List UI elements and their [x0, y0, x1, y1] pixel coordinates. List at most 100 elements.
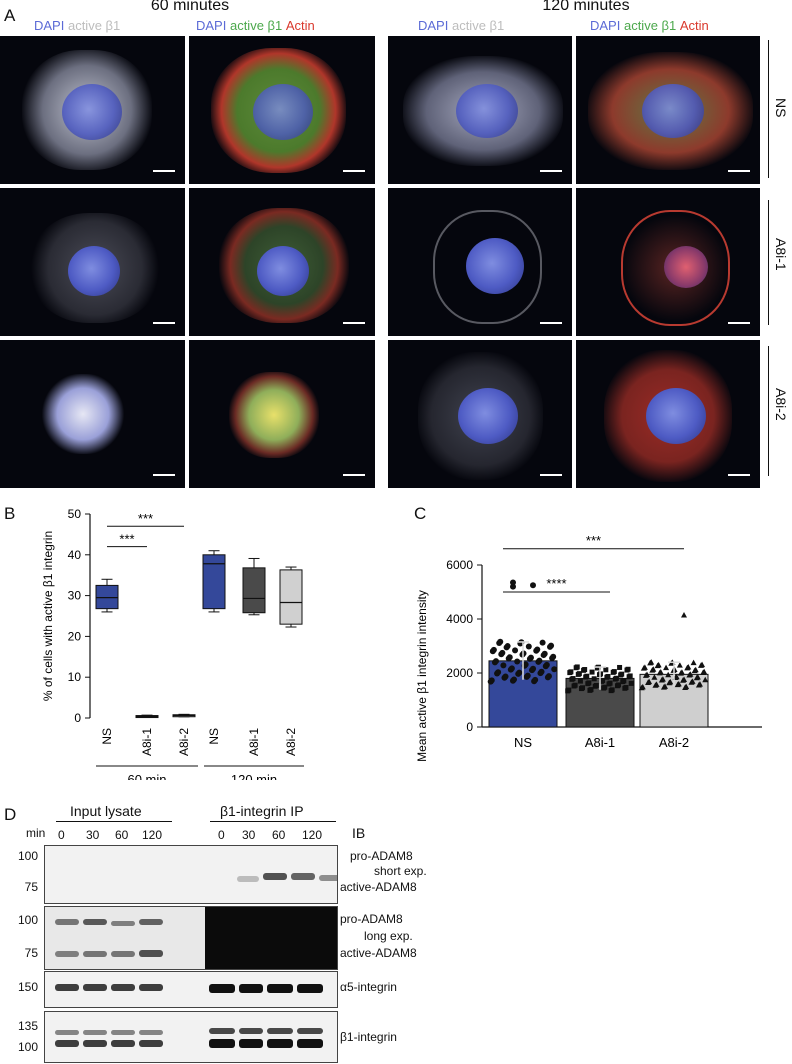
row-bracket-a8i1 — [768, 200, 769, 325]
data-point — [588, 687, 594, 693]
data-point — [621, 678, 627, 684]
data-point — [524, 672, 531, 679]
blot-adam8-short — [44, 845, 338, 904]
data-point — [591, 676, 597, 682]
data-point — [492, 658, 499, 665]
group-label-input-lysate: Input lysate — [70, 803, 142, 819]
data-point — [651, 674, 658, 680]
box-plot-chart: 0 10 20 30 40 50 % of cells with active β1 int… — [41, 507, 304, 780]
data-point — [497, 638, 504, 645]
row-bracket-ns — [768, 40, 769, 178]
x-tick-label: A8i-2 — [177, 728, 191, 756]
row-label-a8i1: A8i-1 — [773, 238, 789, 271]
data-point — [616, 682, 622, 688]
input-lysate-underline — [56, 821, 172, 822]
data-point — [508, 665, 515, 672]
data-point — [551, 666, 558, 673]
blot-label: short exp. — [374, 864, 427, 878]
blot-label: pro-ADAM8 — [340, 912, 403, 926]
data-point — [661, 683, 668, 689]
data-point — [648, 659, 655, 665]
outlier-point — [530, 582, 536, 589]
x-tick-label: A8i-2 — [284, 728, 298, 756]
micrograph-120-ns-merge — [576, 36, 760, 184]
lane-time: 120 — [142, 828, 163, 842]
y-tick-label: 4000 — [446, 612, 473, 626]
y-tick-label: 20 — [68, 629, 82, 643]
data-point — [566, 687, 572, 693]
data-point — [683, 683, 690, 690]
data-point — [603, 667, 609, 673]
data-point — [643, 671, 650, 677]
x-tick-label: A8i-1 — [585, 735, 615, 750]
data-point — [623, 685, 629, 691]
data-point — [625, 666, 631, 672]
significance-label: **** — [546, 576, 566, 591]
micrograph-120-a8i2-merge — [576, 340, 760, 488]
data-point — [500, 662, 507, 669]
lane-time: 60 — [115, 828, 129, 842]
data-point — [536, 657, 543, 664]
data-point — [538, 668, 545, 675]
data-point — [516, 669, 523, 676]
data-point — [525, 643, 532, 650]
data-point — [673, 673, 680, 680]
group-label: 60 min — [127, 772, 166, 780]
data-point — [512, 647, 519, 654]
micrograph-60-a8i1-integrin — [0, 188, 185, 336]
data-point — [572, 682, 578, 688]
mw-marker: 135 — [17, 1019, 38, 1033]
lane-time: 60 — [272, 828, 286, 842]
data-point — [510, 676, 517, 683]
data-point — [582, 667, 588, 673]
data-point — [613, 675, 619, 681]
micrograph-120-a8i1-merge — [576, 188, 760, 336]
data-point — [534, 646, 541, 653]
group-title-120: 120 minutes — [542, 0, 630, 14]
mw-marker: 75 — [24, 880, 38, 894]
group-label: 120 min — [231, 772, 277, 780]
x-tick-label: NS — [514, 735, 532, 750]
y-tick-label: 50 — [68, 507, 82, 521]
micrograph-120-a8i2-integrin — [388, 340, 572, 488]
data-point — [646, 678, 653, 685]
mw-marker: 75 — [24, 946, 38, 960]
data-point — [568, 669, 574, 675]
data-point — [532, 676, 539, 683]
bar-chart: 0 2000 4000 6000 Mean active β1 integrin int… — [415, 533, 762, 762]
y-tick-label: 40 — [68, 548, 82, 562]
panel-b-letter: B — [4, 504, 16, 523]
data-point — [627, 673, 633, 679]
group-label-b1-ip: β1-integrin IP — [220, 803, 304, 819]
mw-marker: 100 — [17, 1040, 38, 1054]
micrograph-60-a8i2-integrin — [0, 340, 185, 488]
data-point — [689, 678, 696, 684]
data-point — [678, 669, 685, 675]
col-header-120-right: DAPI active β1 Actin — [590, 18, 709, 33]
mw-marker: 150 — [17, 980, 38, 994]
micrograph-120-ns-integrin — [388, 36, 572, 184]
data-point — [687, 671, 694, 677]
y-tick-label: 30 — [68, 589, 82, 603]
data-point — [694, 673, 701, 680]
y-axis-label: Mean active β1 integrin intensity — [415, 590, 429, 762]
micrograph-120-a8i1-integrin — [388, 188, 572, 336]
lane-time: 120 — [302, 828, 323, 842]
significance-label: *** — [138, 511, 153, 526]
data-point — [550, 653, 557, 660]
data-point — [577, 678, 583, 684]
data-point — [611, 669, 617, 675]
box — [95, 584, 119, 610]
y-tick-label: 2000 — [446, 666, 473, 680]
data-point — [609, 687, 615, 693]
data-point — [685, 664, 692, 670]
y-axis-label: % of cells with active β1 integrin — [41, 531, 55, 701]
group-title-60: 60 minutes — [150, 0, 230, 14]
box — [202, 554, 226, 610]
data-point — [681, 676, 688, 682]
data-point — [619, 671, 625, 677]
data-point — [541, 650, 548, 657]
data-point — [589, 669, 595, 675]
significance-label: *** — [119, 532, 134, 547]
data-point — [506, 654, 513, 661]
